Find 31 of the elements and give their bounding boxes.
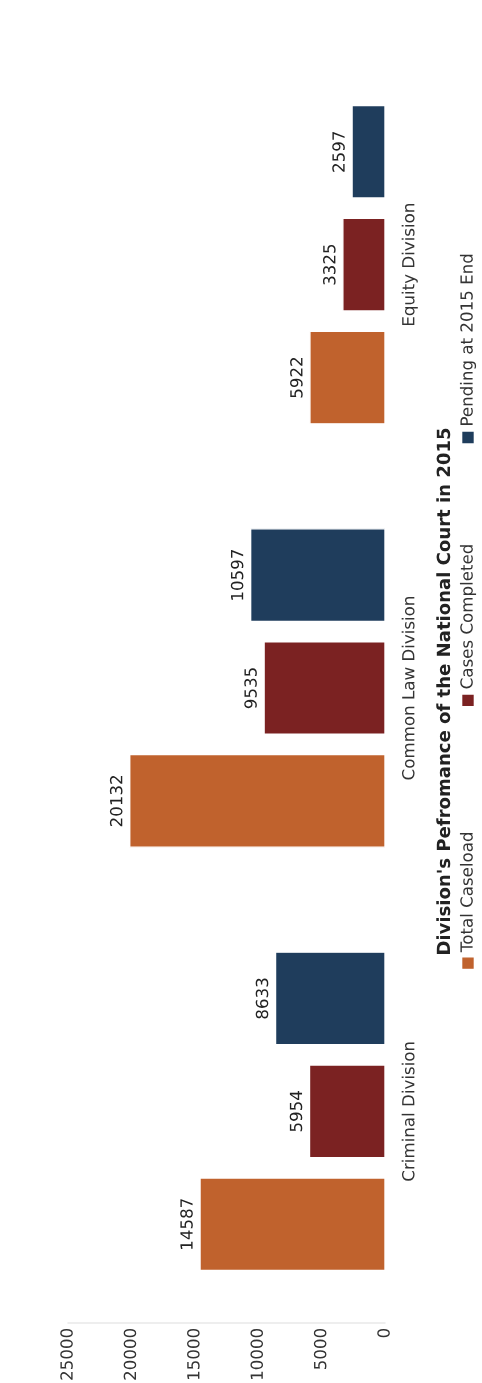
bar xyxy=(263,641,385,735)
bar xyxy=(249,528,385,623)
x-tick-label: 10000 xyxy=(250,1328,264,1380)
data-label: 5954 xyxy=(289,1091,303,1132)
data-label: 10597 xyxy=(230,550,244,600)
text: Total Caseload xyxy=(459,832,473,953)
data-label: 9535 xyxy=(244,668,257,709)
bar xyxy=(351,104,385,199)
text: Cases Completed xyxy=(459,545,477,689)
y-tick-label: Common Law Division xyxy=(401,597,415,780)
x-tick-label: 15000 xyxy=(187,1328,200,1380)
data-label: 5922 xyxy=(290,358,303,398)
data-label: 8633 xyxy=(255,978,269,1019)
bar xyxy=(274,951,385,1046)
text: Pending at 2015 End xyxy=(459,254,477,425)
bar xyxy=(308,1064,385,1159)
y-tick-label: Equity Division xyxy=(401,204,418,326)
x-tick-label: 0 xyxy=(377,1328,390,1338)
bar xyxy=(342,217,385,312)
bar xyxy=(129,753,385,848)
data-label: 14587 xyxy=(180,1199,193,1249)
y-tick-label: Criminal Division xyxy=(401,1042,415,1181)
data-label: 3325 xyxy=(323,244,336,285)
x-tick-label: 25000 xyxy=(60,1328,73,1380)
bar xyxy=(309,330,385,425)
x-tick-label: 20000 xyxy=(123,1328,137,1380)
bar xyxy=(199,1177,385,1272)
data-label: 2597 xyxy=(332,131,345,172)
data-label: 20132 xyxy=(109,776,123,827)
x-tick-label: 5000 xyxy=(313,1328,327,1369)
text: Division's Pefromance of the National Court in 2015 xyxy=(436,428,451,954)
